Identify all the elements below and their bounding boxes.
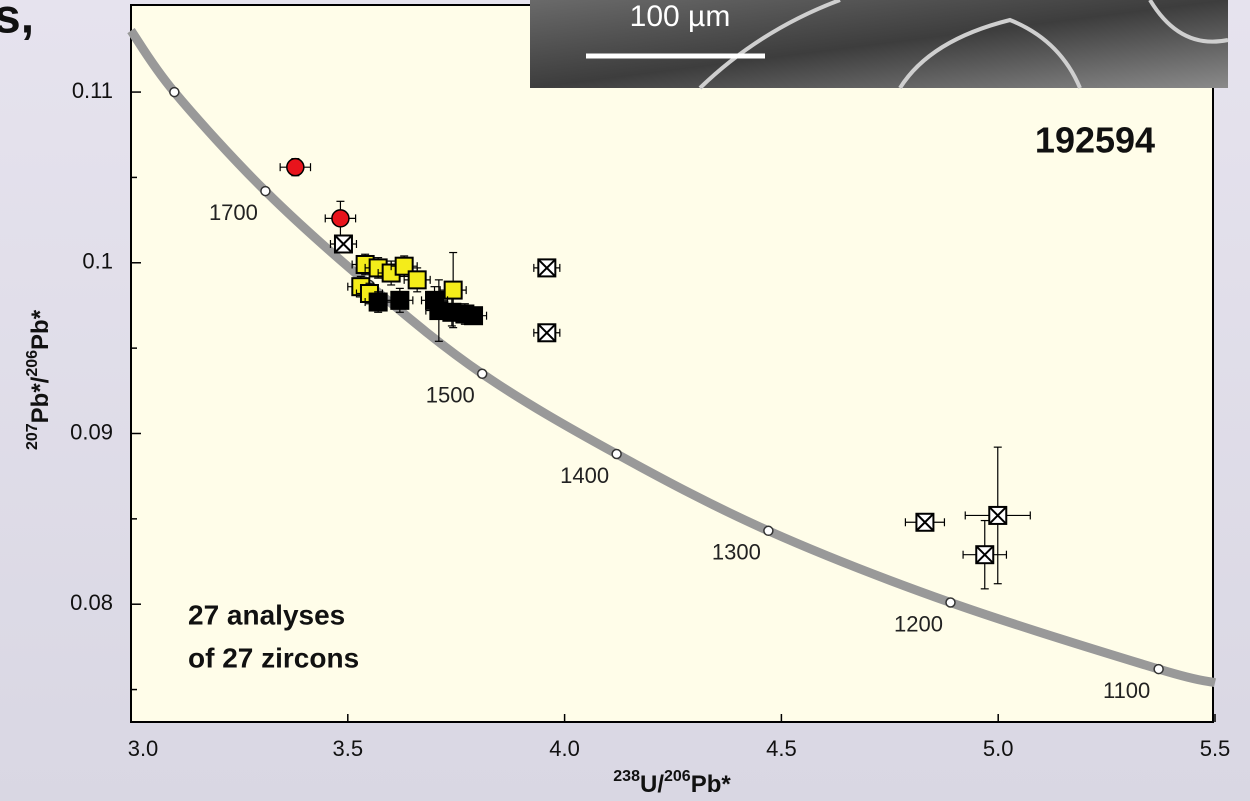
- age-label: 1400: [560, 463, 609, 488]
- point-cross: [537, 258, 557, 278]
- age-marker: [169, 86, 180, 98]
- sample-label: 192594: [1035, 120, 1155, 161]
- y-tick-label: 0.09: [70, 419, 113, 444]
- y-tick-label: 0.1: [82, 249, 113, 274]
- label-part: Pb*: [27, 309, 54, 350]
- point: [331, 209, 350, 228]
- label-part: 206: [664, 768, 691, 785]
- concordia-curve: [127, 28, 1217, 688]
- age-label: 1500: [426, 383, 475, 408]
- label-part: 207: [24, 423, 41, 450]
- data-point: [459, 306, 488, 326]
- point: [464, 306, 484, 326]
- point: [368, 292, 388, 312]
- x-tick-label: 5.5: [1200, 736, 1231, 761]
- slide-title: s,: [0, 0, 34, 44]
- point: [390, 290, 410, 310]
- photo-texture: [698, 0, 1229, 90]
- age-marker: [611, 448, 622, 460]
- point: [407, 270, 427, 290]
- age-marker: [763, 525, 774, 537]
- data-point: [533, 323, 561, 343]
- point: [443, 280, 463, 300]
- x-label-parts: 238U/206Pb*: [613, 768, 731, 798]
- y-tick-label: 0.08: [70, 590, 113, 615]
- data-point: [964, 446, 1031, 585]
- age-label: 1300: [712, 540, 761, 565]
- data-point: [324, 200, 357, 237]
- data-point: [533, 258, 561, 278]
- age-marker: [260, 185, 271, 197]
- note-line: 27 analyses: [188, 599, 345, 630]
- data-point: [329, 234, 358, 254]
- data-point: [279, 157, 312, 177]
- plot: 3.0 3.5 4.0 4.5 5.0 5.5 0.08 0.09 0.1 0.11 1700 150…: [70, 28, 1231, 761]
- point-cross: [334, 234, 353, 254]
- label-part: Pb*: [691, 771, 732, 798]
- data-point: [962, 519, 1008, 590]
- x-tick-label: 4.5: [766, 736, 797, 761]
- label-part: 238: [613, 768, 640, 785]
- x-tick-label: 4.0: [549, 736, 580, 761]
- point-cross: [915, 513, 935, 532]
- x-tick-label: 5.0: [983, 736, 1014, 761]
- plot-area: [130, 4, 1214, 723]
- point-cross: [988, 506, 1007, 525]
- label-part: Pb*/: [27, 376, 54, 423]
- point-cross: [975, 545, 994, 564]
- point: [286, 157, 305, 177]
- x-tick-label: 3.0: [128, 736, 159, 761]
- label-part: 206: [24, 350, 41, 377]
- data-point: [403, 267, 431, 293]
- age-marker: [945, 597, 956, 608]
- data-point: [386, 287, 414, 313]
- photo: [530, 0, 1228, 88]
- y-label-parts: 207Pb*/206Pb*: [24, 309, 54, 450]
- scale-label: 100 µm: [630, 0, 731, 33]
- age-marker: [1153, 663, 1164, 675]
- age-label: 1100: [1103, 678, 1150, 703]
- y-tick-label: 0.11: [72, 78, 113, 103]
- x-tick-label: 3.5: [333, 736, 364, 761]
- age-marker: [476, 368, 488, 379]
- note-line: of 27 zircons: [188, 642, 359, 673]
- inset-photo: 100 µm: [530, 0, 1229, 90]
- label-part: U/: [640, 771, 664, 798]
- age-label: 1700: [209, 200, 258, 225]
- point-cross: [537, 323, 557, 342]
- age-label: 1200: [894, 611, 943, 636]
- data-point: [904, 512, 946, 532]
